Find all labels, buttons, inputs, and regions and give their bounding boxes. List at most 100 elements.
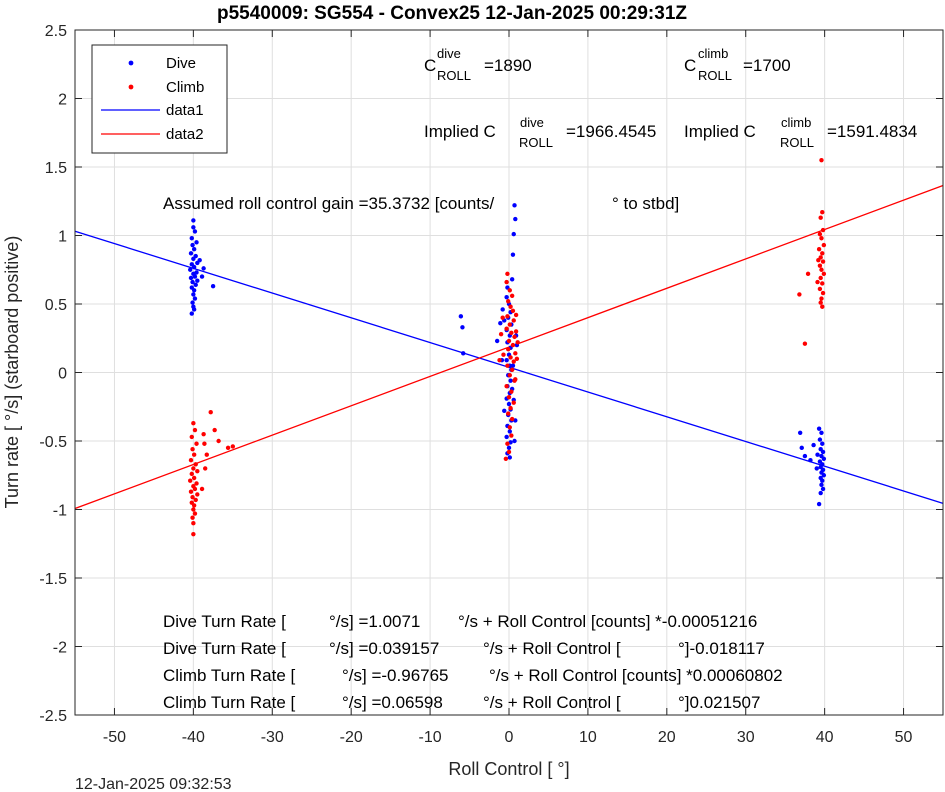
c-roll-dive-sub: ROLL [437,68,471,83]
legend: Dive Climb data1 data2 [91,44,228,154]
climb-point [511,400,516,405]
climb-point [506,449,512,455]
dive-point [193,282,198,288]
dive-point [815,452,820,457]
dive-point [506,401,512,407]
dive-point [819,430,824,435]
climb-point [509,330,514,335]
climb-point [505,271,510,277]
dive-point [191,218,196,223]
dive-point [821,473,827,478]
dive-point [461,351,466,356]
x-tick-label: -40 [182,729,205,746]
dive-point [508,378,513,383]
dive-point [808,457,813,463]
climb-point [504,326,509,331]
x-tick-label: 20 [658,729,676,746]
dive-point [510,363,516,368]
climb-point [190,447,195,452]
dive-point [494,338,500,344]
fit-eq-2-a: Dive Turn Rate [ [163,639,286,658]
chart-title: p5540009: SG554 - Convex25 12-Jan-2025 0… [217,3,687,24]
climb-point [497,357,502,363]
dive-point [814,466,819,471]
fit-eq-2-b: °/s] =0.039157 [329,639,439,658]
dive-point [504,434,509,440]
fit-eq-1-b: °/s] =1.0071 [329,612,420,631]
c-roll-dive-base: C [424,56,436,75]
dive-point [189,311,194,316]
climb-point [815,279,820,285]
climb-point [191,531,196,537]
fit-eq-1-a: Dive Turn Rate [ [163,612,286,631]
c-roll-climb-value: =1700 [743,56,791,75]
climb-point [506,394,512,400]
climb-point [817,286,823,292]
x-tick-label: -50 [103,729,126,746]
y-tick-label: -1.5 [39,571,67,588]
implied-dive-value: =1966.4545 [566,122,656,141]
dive-point [797,430,803,435]
dive-point [512,438,517,444]
dive-point [510,252,516,257]
climb-point [797,292,802,297]
c-roll-dive-value: =1890 [484,56,532,75]
x-tick-label: 30 [737,729,755,746]
fit-eq-4-b: °/s] =0.06598 [342,693,443,712]
climb-point [819,296,824,301]
dive-point [802,453,808,459]
climb-point [820,251,825,256]
dive-point [821,456,827,462]
dive-point [195,278,200,283]
fit-eq-1-c: °/s + Roll Control [counts] *-0.00051216 [458,612,757,631]
climb-point [188,457,194,463]
legend-dive-marker [128,60,134,66]
dive-point [191,307,197,312]
climb-point [203,466,208,471]
climb-point [500,315,505,320]
implied-climb-value: =1591.4834 [827,122,917,141]
y-tick-label: 1.5 [45,160,67,177]
c-roll-climb-sub: ROLL [698,68,732,83]
climb-point [509,433,514,438]
climb-point [191,452,197,457]
roll-gain-unit: ° to stbd] [612,194,679,213]
dive-point [820,478,825,483]
dive-point [820,441,825,446]
climb-point [506,411,511,416]
climb-point [507,425,512,430]
fit-eq-3-a: Climb Turn Rate [ [163,666,296,685]
climb-point [513,329,519,334]
legend-data2-label: data2 [166,126,204,143]
dive-point [511,231,516,237]
dive-point [799,445,804,451]
climb-point [510,308,516,314]
dive-point [191,247,197,252]
dive-point [188,251,194,256]
c-roll-dive-annotation: C dive ROLL =1890 [424,46,532,83]
climb-point [511,318,516,323]
climb-point [190,515,195,520]
climb-point [507,322,512,327]
x-tick-label: -20 [340,729,363,746]
dive-point [820,486,826,492]
climb-point [506,347,511,352]
c-roll-climb-sup: climb [698,46,728,61]
x-tick-label: -30 [261,729,284,746]
climb-point [509,389,514,394]
climb-point [510,342,516,348]
climb-point [805,271,811,277]
fit-eq-4-d: °]0.021507 [678,693,760,712]
climb-point [819,157,824,163]
climb-point [191,466,196,471]
climb-point [191,521,196,526]
climb-point [193,462,198,467]
legend-data1-label: data1 [166,102,204,119]
climb-point [199,486,205,492]
c-roll-climb-base: C [684,56,696,75]
implied-climb-sup: climb [781,115,811,130]
climb-point [208,410,213,415]
dive-point [504,357,509,363]
y-tick-label: 0 [58,366,67,383]
dive-point [191,225,196,230]
